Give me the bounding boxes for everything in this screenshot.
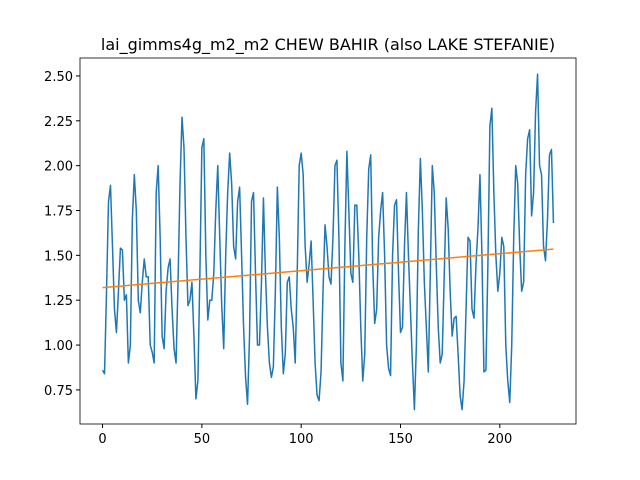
x-tick-label: 50 bbox=[194, 432, 211, 447]
x-tick-label: 150 bbox=[388, 432, 413, 447]
y-tick-label: 1.00 bbox=[44, 339, 73, 354]
y-tick-label: 2.25 bbox=[44, 115, 73, 130]
y-tick-label: 2.00 bbox=[44, 160, 73, 175]
x-tick-label: 100 bbox=[289, 432, 314, 447]
y-tick-label: 1.25 bbox=[44, 294, 73, 309]
x-tick-label: 0 bbox=[98, 432, 106, 447]
line-series bbox=[102, 248, 554, 289]
y-tick-label: 0.75 bbox=[44, 384, 73, 399]
x-tick-label: 200 bbox=[487, 432, 512, 447]
y-tick-label: 1.75 bbox=[44, 205, 73, 220]
chart-title: lai_gimms4g_m2_m2 CHEW BAHIR (also LAKE … bbox=[101, 35, 555, 55]
y-tick-label: 1.50 bbox=[44, 249, 73, 264]
line-series bbox=[101, 73, 555, 411]
plot-frame bbox=[79, 57, 577, 425]
y-tick-label: 2.50 bbox=[44, 70, 73, 85]
